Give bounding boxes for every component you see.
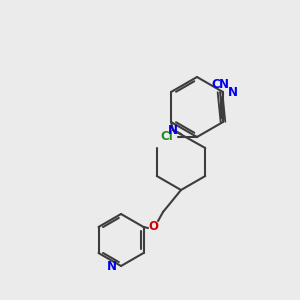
Text: N: N — [168, 124, 178, 136]
Text: O: O — [148, 220, 158, 232]
Text: N: N — [219, 77, 229, 91]
Text: Cl: Cl — [160, 130, 173, 143]
Text: C: C — [212, 77, 220, 91]
Text: N: N — [228, 85, 238, 98]
Text: N: N — [107, 260, 117, 272]
